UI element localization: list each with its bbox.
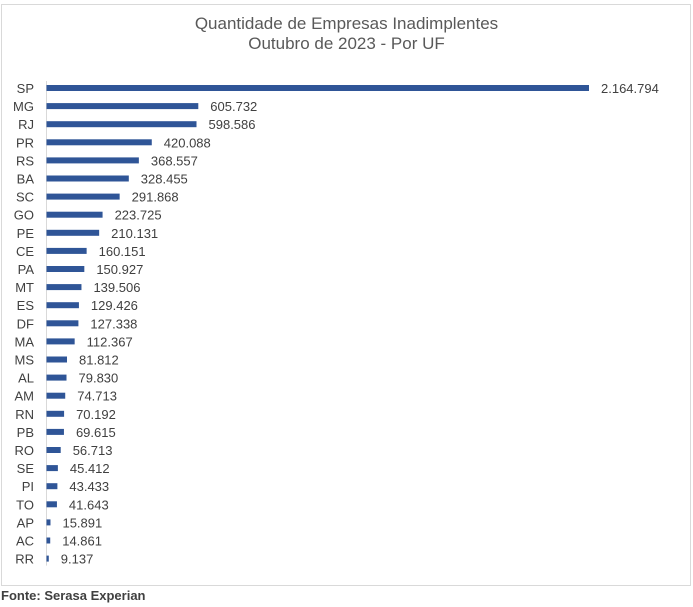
category-label: SE — [17, 461, 35, 476]
chart-subtitle: Outubro de 2023 - Por UF — [248, 34, 445, 53]
data-label: 210.131 — [111, 226, 158, 241]
bar — [46, 175, 129, 182]
bar — [46, 356, 68, 363]
bar — [46, 428, 64, 435]
bar — [46, 157, 139, 164]
bar — [46, 447, 61, 453]
category-label: MA — [15, 334, 35, 349]
data-label: 160.151 — [99, 244, 146, 259]
category-label: MS — [15, 353, 35, 368]
bar — [46, 302, 79, 309]
chart-title: Quantidade de Empresas Inadimplentes — [194, 14, 499, 33]
data-label: 69.615 — [76, 425, 116, 440]
bar — [46, 85, 589, 91]
bar — [46, 483, 58, 490]
category-label: AC — [16, 534, 34, 549]
chart-title-block: Quantidade de Empresas Inadimplentes Out… — [0, 14, 693, 54]
data-label: 368.557 — [151, 153, 198, 168]
bar — [46, 519, 51, 526]
category-label: PE — [17, 226, 35, 241]
bar — [46, 211, 103, 218]
data-label: 15.891 — [62, 515, 102, 530]
data-label: 598.586 — [209, 117, 256, 132]
bar — [46, 410, 65, 417]
data-label: 112.367 — [87, 334, 133, 349]
bar — [46, 229, 100, 236]
category-label: ES — [17, 298, 35, 313]
data-label: 605.732 — [210, 99, 257, 114]
category-label: PI — [22, 479, 34, 494]
category-label: PR — [16, 135, 34, 150]
bar — [46, 266, 85, 272]
category-label: TO — [16, 497, 34, 512]
data-label: 127.338 — [90, 316, 137, 331]
category-label: RN — [15, 407, 34, 422]
category-label: PA — [18, 262, 35, 277]
data-label: 328.455 — [141, 172, 188, 187]
data-label: 139.506 — [93, 280, 140, 295]
bar — [46, 139, 152, 146]
category-label: AM — [15, 389, 35, 404]
category-label: BA — [17, 172, 35, 187]
category-label: SP — [17, 81, 34, 96]
data-label: 70.192 — [76, 407, 116, 422]
data-label: 56.713 — [73, 443, 113, 458]
category-label: RJ — [18, 117, 34, 132]
source-note: Fonte: Serasa Experian — [1, 588, 146, 603]
data-label: 420.088 — [164, 135, 211, 150]
bar — [46, 320, 79, 327]
bar — [46, 284, 82, 291]
bar-chart: SP 2.164.794 MG 605.732 RJ 598.586 PR 420.088 RS… — [13, 81, 659, 567]
data-label: 45.412 — [70, 461, 110, 476]
category-label: MT — [15, 280, 34, 295]
data-label: 79.830 — [79, 371, 119, 386]
category-label: CE — [16, 244, 34, 259]
data-label: 291.868 — [132, 190, 179, 205]
data-label: 2.164.794 — [601, 81, 659, 96]
bar — [46, 501, 57, 508]
chart-frame — [1, 4, 691, 586]
category-label: AL — [18, 371, 34, 386]
data-label: 223.725 — [115, 208, 162, 223]
data-label: 41.643 — [69, 497, 109, 512]
category-label: RO — [15, 443, 35, 458]
category-label: RR — [15, 552, 34, 567]
category-label: PB — [17, 425, 34, 440]
bar — [46, 193, 120, 200]
bar — [46, 338, 75, 345]
data-label: 150.927 — [96, 262, 143, 277]
category-label: RS — [16, 153, 34, 168]
bar — [46, 121, 197, 128]
bar — [46, 247, 87, 254]
category-label: DF — [17, 316, 34, 331]
data-label: 14.861 — [62, 534, 102, 549]
bar — [46, 465, 58, 472]
bar — [46, 392, 66, 399]
bar — [46, 555, 49, 562]
bar — [46, 537, 51, 544]
bar — [46, 103, 199, 110]
data-label: 129.426 — [91, 298, 138, 313]
bar — [46, 374, 67, 381]
data-label: 9.137 — [61, 552, 94, 567]
category-label: SC — [16, 190, 34, 205]
data-label: 43.433 — [69, 479, 109, 494]
data-label: 81.812 — [79, 353, 119, 368]
category-label: GO — [14, 208, 34, 223]
category-label: MG — [13, 99, 34, 114]
category-label: AP — [17, 515, 34, 530]
data-label: 74.713 — [77, 389, 117, 404]
